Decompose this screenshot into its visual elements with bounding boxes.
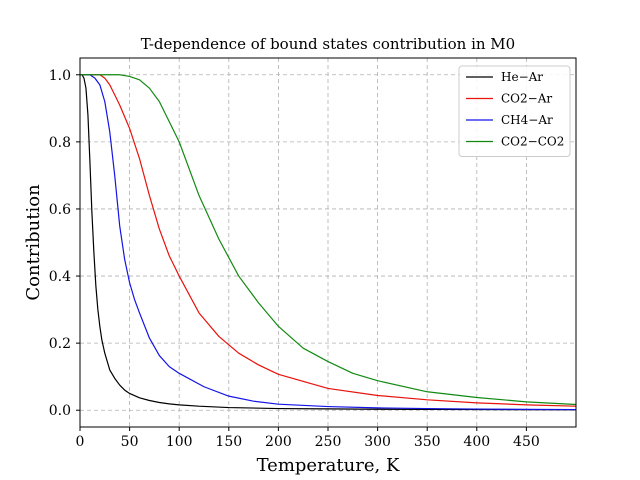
y-tick-label: 0.8 — [49, 135, 71, 151]
x-tick-label: 0 — [76, 434, 85, 450]
x-tick-label: 400 — [463, 434, 490, 450]
series-line-2 — [80, 74, 577, 407]
chart-title: T-dependence of bound states contributio… — [141, 35, 515, 53]
series-layer — [80, 74, 577, 411]
legend-label: CO2−Ar — [501, 92, 552, 106]
x-tick-label: 50 — [121, 434, 139, 450]
x-tick-label: 150 — [215, 434, 242, 450]
y-tick-label: 0.6 — [49, 202, 71, 218]
y-axis-label: Contribution — [23, 184, 44, 301]
series-line-4 — [80, 74, 577, 406]
x-tick-label: 100 — [166, 434, 193, 450]
x-tick-label: 450 — [513, 434, 540, 450]
series-line-3 — [80, 74, 577, 411]
x-tick-label: 200 — [265, 434, 292, 450]
x-tick-label: 250 — [315, 434, 342, 450]
legend-label: He−Ar — [501, 70, 543, 84]
x-axis-label: Temperature, K — [257, 455, 400, 476]
legend-label: CO2−CO2 — [501, 135, 564, 149]
x-tick-label: 300 — [364, 434, 391, 450]
x-tick-label: 350 — [414, 434, 441, 450]
y-tick-label: 0.0 — [49, 403, 71, 419]
y-tick-label: 0.2 — [49, 336, 71, 352]
legend: He−Ar CO2−Ar CH4−Ar CO2−CO2 — [458, 65, 571, 157]
legend-label: CH4−Ar — [501, 113, 553, 127]
y-tick-label: 1.0 — [49, 68, 71, 84]
ticks: 0 50 100 150 200 250 300 350 400 450 0.0 0.2 0.4 0.6 0… — [49, 68, 540, 450]
y-tick-label: 0.4 — [49, 269, 71, 285]
legend-box — [458, 65, 571, 157]
series-line-1 — [80, 74, 577, 411]
